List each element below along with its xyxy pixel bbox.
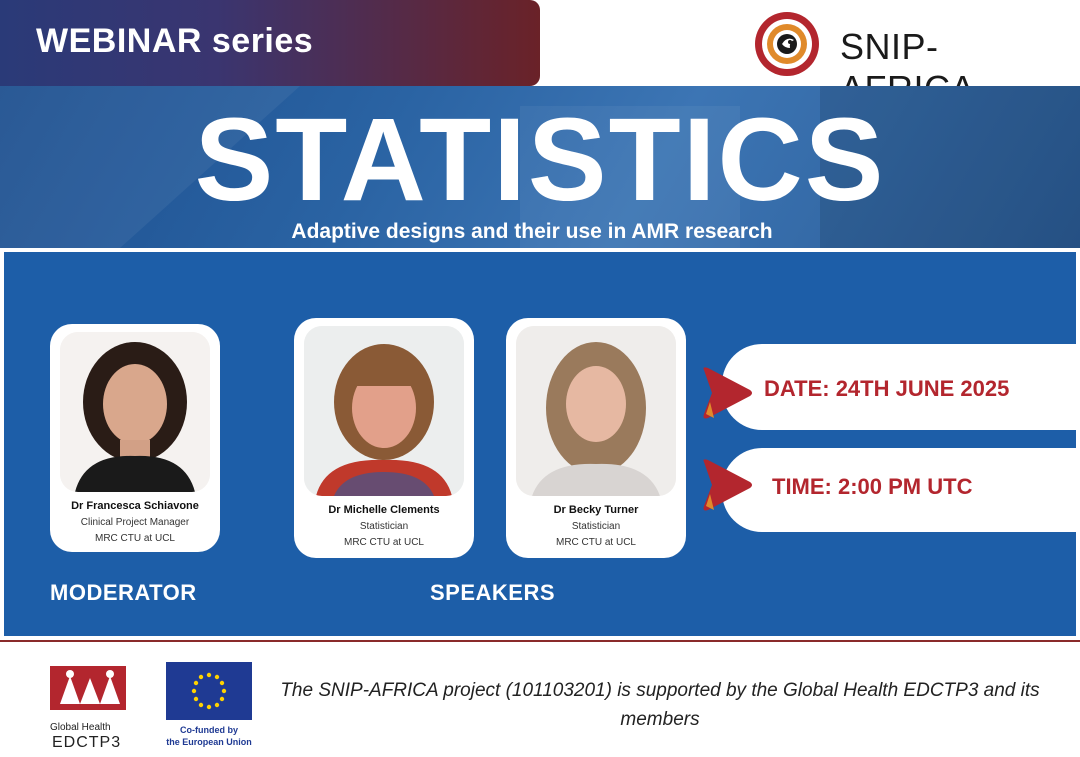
webinar-series-banner: WEBINAR series xyxy=(0,0,540,86)
moderator-name: Dr Francesca Schiavone xyxy=(71,500,199,512)
date-bar: DATE: 24TH JUNE 2025 xyxy=(722,344,1080,430)
page-subtitle: Adaptive designs and their use in AMR re… xyxy=(291,220,773,243)
speaker-name: Dr Becky Turner xyxy=(553,504,639,516)
person-portrait-icon xyxy=(516,326,676,496)
moderator-role: Clinical Project Manager xyxy=(80,517,190,528)
speaker-affiliation: MRC CTU at UCL xyxy=(555,537,636,548)
speaker-card: Dr Michelle Clements Statistician MRC CT… xyxy=(294,318,474,558)
event-date: DATE: 24TH JUNE 2025 xyxy=(764,376,1010,401)
eu-line1: Co-funded by xyxy=(180,725,238,735)
speaker-role: Statistician xyxy=(571,521,621,532)
eu-cofunded-text: Co-funded by the European Union xyxy=(156,724,262,748)
edctp-name: EDCTP3 xyxy=(52,734,122,751)
speaker-card: Dr Becky Turner Statistician MRC CTU at … xyxy=(506,318,686,558)
speaker-name: Dr Michelle Clements xyxy=(328,504,440,516)
moderator-card: Dr Francesca Schiavone Clinical Project … xyxy=(50,324,220,552)
support-statement: The SNIP-AFRICA project (101103201) is s… xyxy=(280,680,1040,730)
snip-africa-emblem-icon xyxy=(755,12,819,76)
header-band: WEBINAR series SNIP-AFRICA xyxy=(0,0,1080,109)
event-time: TIME: 2:00 PM UTC xyxy=(772,474,973,499)
edctp-tagline: Global Health xyxy=(50,722,111,733)
hero-banner: STATISTICS Adaptive designs and their us… xyxy=(0,86,1080,248)
moderator-affiliation: MRC CTU at UCL xyxy=(94,533,175,544)
footer: Global Health EDCTP3 Co-funded by the Eu… xyxy=(0,640,1080,757)
edctp-logo-icon xyxy=(50,666,126,710)
page-title: STATISTICS xyxy=(194,94,886,226)
time-bar: TIME: 2:00 PM UTC xyxy=(722,448,1080,532)
moderator-label: MODERATOR xyxy=(50,580,197,605)
eu-flag-icon xyxy=(166,662,252,720)
speaker-role: Statistician xyxy=(359,521,409,532)
play-arrow-icon xyxy=(703,367,752,419)
speaker-photo xyxy=(304,326,464,496)
webinar-series-label: WEBINAR series xyxy=(36,22,314,60)
speaker-affiliation: MRC CTU at UCL xyxy=(343,537,424,548)
moderator-photo xyxy=(60,332,210,492)
main-panel-inner: Dr Francesca Schiavone Clinical Project … xyxy=(4,252,1080,636)
speaker-photo xyxy=(516,326,676,496)
speakers-label: SPEAKERS xyxy=(430,580,556,605)
main-panel: Dr Francesca Schiavone Clinical Project … xyxy=(0,248,1080,640)
play-arrow-icon xyxy=(703,459,752,511)
snip-africa-logo: SNIP-AFRICA xyxy=(752,10,1072,109)
person-portrait-icon xyxy=(60,332,210,492)
eu-line2: the European Union xyxy=(166,737,252,747)
person-portrait-icon xyxy=(304,326,464,496)
